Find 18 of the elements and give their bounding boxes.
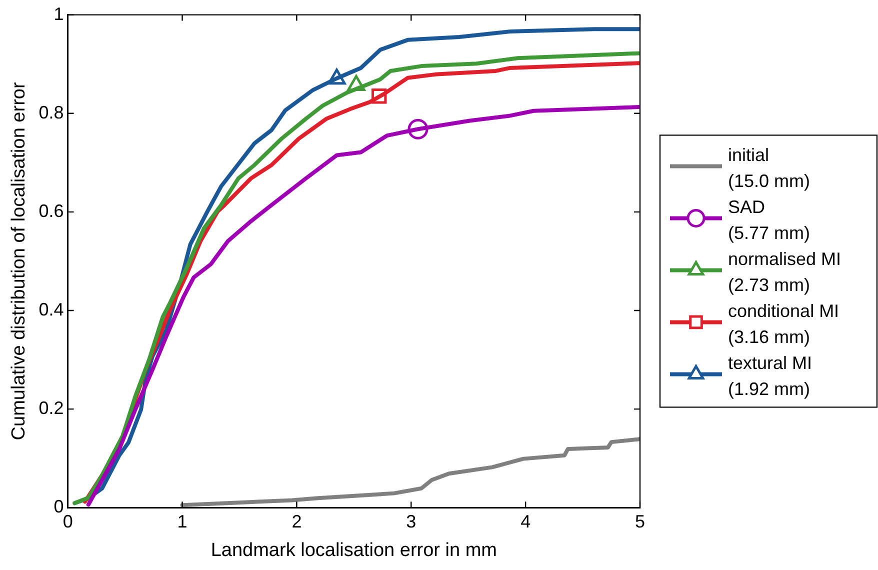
y-tick-label: 0.6 — [38, 200, 64, 221]
legend-label: SAD (5.77 mm) — [728, 197, 810, 244]
y-axis-title: Cumulative distribution of localisation error — [8, 82, 30, 440]
x-tick-label: 5 — [634, 511, 646, 532]
x-tick-label: 4 — [520, 511, 531, 532]
legend-label: normalised MI (2.73 mm) — [728, 249, 842, 296]
legend-label: conditional MI (3.16 mm) — [728, 301, 840, 348]
legend-label: textural MI (1.92 mm) — [728, 353, 812, 400]
y-tick-label: 0.8 — [38, 102, 64, 122]
y-tick-label: 0.2 — [38, 398, 64, 418]
x-tick-label: 1 — [177, 511, 188, 532]
y-tick-label: 1 — [54, 4, 64, 24]
x-tick-label: 2 — [292, 511, 302, 532]
y-tick-label: 0 — [54, 496, 64, 517]
legend-label: initial (15.0 mm) — [728, 145, 810, 192]
x-axis-title: Landmark localisation error in mm — [210, 540, 497, 561]
y-tick-label: 0.4 — [38, 299, 64, 320]
x-tick-label: 3 — [406, 511, 416, 532]
